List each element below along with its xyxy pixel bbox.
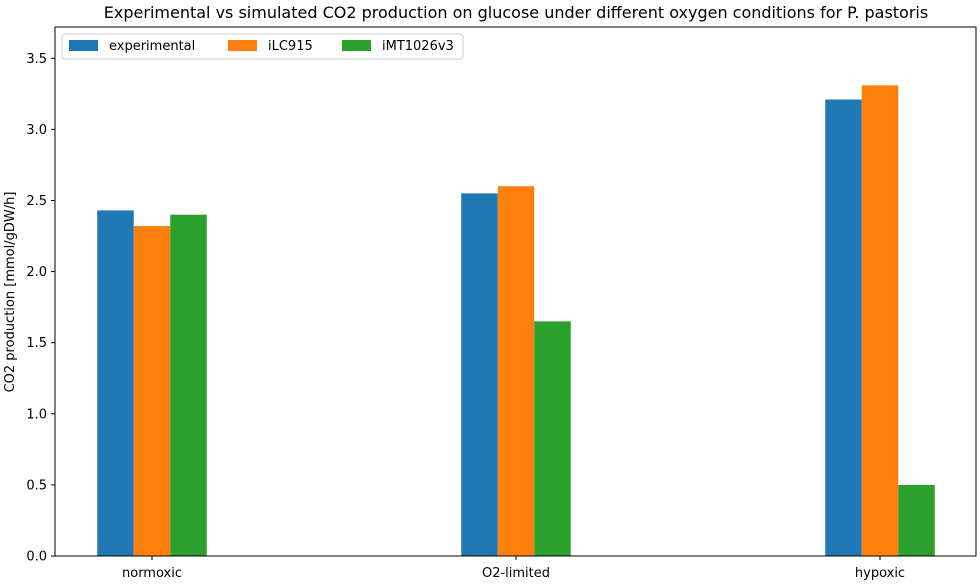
bar-iMT1026v3-normoxic [170, 214, 207, 557]
legend-label-experimental: experimental [109, 39, 195, 54]
bar-experimental-normoxic [97, 210, 134, 556]
legend-label-iLC915: iLC915 [268, 39, 313, 54]
x-tick-label: hypoxic [855, 566, 905, 581]
legend-swatch-experimental [69, 40, 98, 51]
y-tick-label: 2.0 [26, 265, 47, 280]
y-axis-label: CO2 production [mmol/gDW/h] [3, 192, 18, 393]
x-tick-label: normoxic [122, 566, 182, 581]
bar-iLC915-normoxic [133, 226, 171, 556]
y-tick-label: 1.0 [26, 407, 47, 422]
legend-swatch-iMT1026v3 [342, 40, 371, 51]
y-tick-label: 3.0 [26, 123, 47, 138]
y-tick-label: 2.5 [26, 194, 47, 209]
bar-experimental-hypoxic [825, 99, 862, 556]
bar-experimental-O2-limited [461, 193, 498, 556]
y-tick-label: 3.5 [26, 52, 47, 67]
x-tick-label: O2-limited [482, 566, 550, 581]
bar-iLC915-hypoxic [861, 85, 899, 556]
bar-iMT1026v3-O2-limited [534, 321, 571, 556]
y-tick-label: 0.0 [26, 550, 47, 565]
bars-layer [97, 85, 935, 557]
legend-label-iMT1026v3: iMT1026v3 [382, 39, 454, 54]
chart-title: Experimental vs simulated CO2 production… [104, 3, 928, 22]
bar-iLC915-O2-limited [497, 186, 535, 557]
legend: experimental iLC915 iMT1026v3 [61, 33, 464, 60]
y-tick-label: 0.5 [26, 478, 47, 493]
axes-layer: 0.0 0.5 1.0 1.5 2.0 2.5 3.0 3.5 normoxic O2-limit… [26, 26, 977, 581]
bar-iMT1026v3-hypoxic [898, 484, 935, 556]
legend-swatch-iLC915 [228, 40, 257, 51]
y-tick-label: 1.5 [26, 336, 47, 351]
